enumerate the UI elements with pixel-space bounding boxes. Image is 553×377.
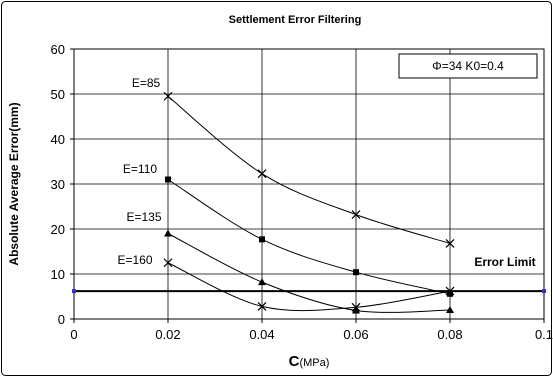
error-limit-label: Error Limit xyxy=(474,255,535,269)
data-point-x xyxy=(351,302,361,312)
y-axis-title: Absolute Average Error(mm) xyxy=(7,102,21,265)
data-point-square xyxy=(165,176,171,183)
data-point-x-stroke xyxy=(445,238,455,248)
data-point-x xyxy=(351,210,361,220)
data-point-square xyxy=(259,236,265,243)
y-tick-label: 10 xyxy=(51,267,65,282)
y-tick-label: 20 xyxy=(51,222,65,237)
series-label-e110: E=110 xyxy=(123,162,157,176)
series-line-2 xyxy=(167,233,451,313)
data-point-x xyxy=(163,91,173,101)
data-point-x-stroke xyxy=(163,91,173,101)
x-tick-label: 0.1 xyxy=(535,327,553,342)
series-label-e160: E=160 xyxy=(117,253,152,267)
x-axis-title-main: C xyxy=(289,353,300,370)
data-point-triangle xyxy=(258,278,266,286)
series-lines xyxy=(167,95,451,313)
series-label-e135: E=135 xyxy=(126,210,161,224)
y-tick-label: 50 xyxy=(51,87,65,102)
data-point-triangle xyxy=(164,229,172,237)
y-tick-label: 40 xyxy=(51,132,65,147)
parameter-box: Φ=34 K0=0.4 xyxy=(398,53,538,79)
y-tick-label: 30 xyxy=(51,177,65,192)
data-point-x-stroke xyxy=(257,169,267,179)
parameter-box-text: Φ=34 K0=0.4 xyxy=(432,59,504,73)
y-tick-label: 0 xyxy=(58,312,65,327)
series-line-3 xyxy=(167,262,451,312)
data-point-x xyxy=(257,301,267,311)
series-line-0 xyxy=(167,95,451,244)
parameter-box-frame xyxy=(398,53,538,79)
x-tick-label: 0.06 xyxy=(343,327,368,342)
error-limit-end-marker xyxy=(542,289,546,294)
series-label-e85: E=85 xyxy=(132,76,161,90)
data-point-x xyxy=(257,169,267,179)
gridlines xyxy=(74,49,544,319)
x-tick-label: 0 xyxy=(70,327,77,342)
data-point-triangle xyxy=(446,306,454,313)
data-point-x xyxy=(445,238,455,248)
data-point-x-stroke xyxy=(257,301,267,311)
data-point-square xyxy=(447,290,453,297)
x-tick-label: 0.02 xyxy=(155,327,180,342)
data-point-x-stroke xyxy=(351,302,361,312)
series-markers xyxy=(163,91,455,314)
x-tick-label: 0.04 xyxy=(249,327,274,342)
data-point-x-stroke xyxy=(351,210,361,220)
x-axis-title-unit: (MPa) xyxy=(299,357,329,369)
data-point-square xyxy=(353,269,359,276)
data-point-x-stroke xyxy=(163,258,173,268)
series-line-1 xyxy=(167,179,451,295)
data-point-x-stroke xyxy=(445,286,455,296)
y-tick-label: 60 xyxy=(51,42,65,57)
data-point-x xyxy=(445,286,455,296)
axis-ticks: 0 10 20 30 40 50 60 0 0.02 0.04 0.06 0.08 0.1 xyxy=(51,42,553,342)
x-axis-title: C(MPa) xyxy=(289,353,330,370)
error-limit-endpoints xyxy=(72,289,546,294)
data-point-x xyxy=(163,258,173,268)
data-point-triangle xyxy=(352,306,360,314)
chart-title: Settlement Error Filtering xyxy=(229,14,362,26)
error-limit-end-marker xyxy=(72,289,76,294)
x-tick-label: 0.08 xyxy=(437,327,462,342)
